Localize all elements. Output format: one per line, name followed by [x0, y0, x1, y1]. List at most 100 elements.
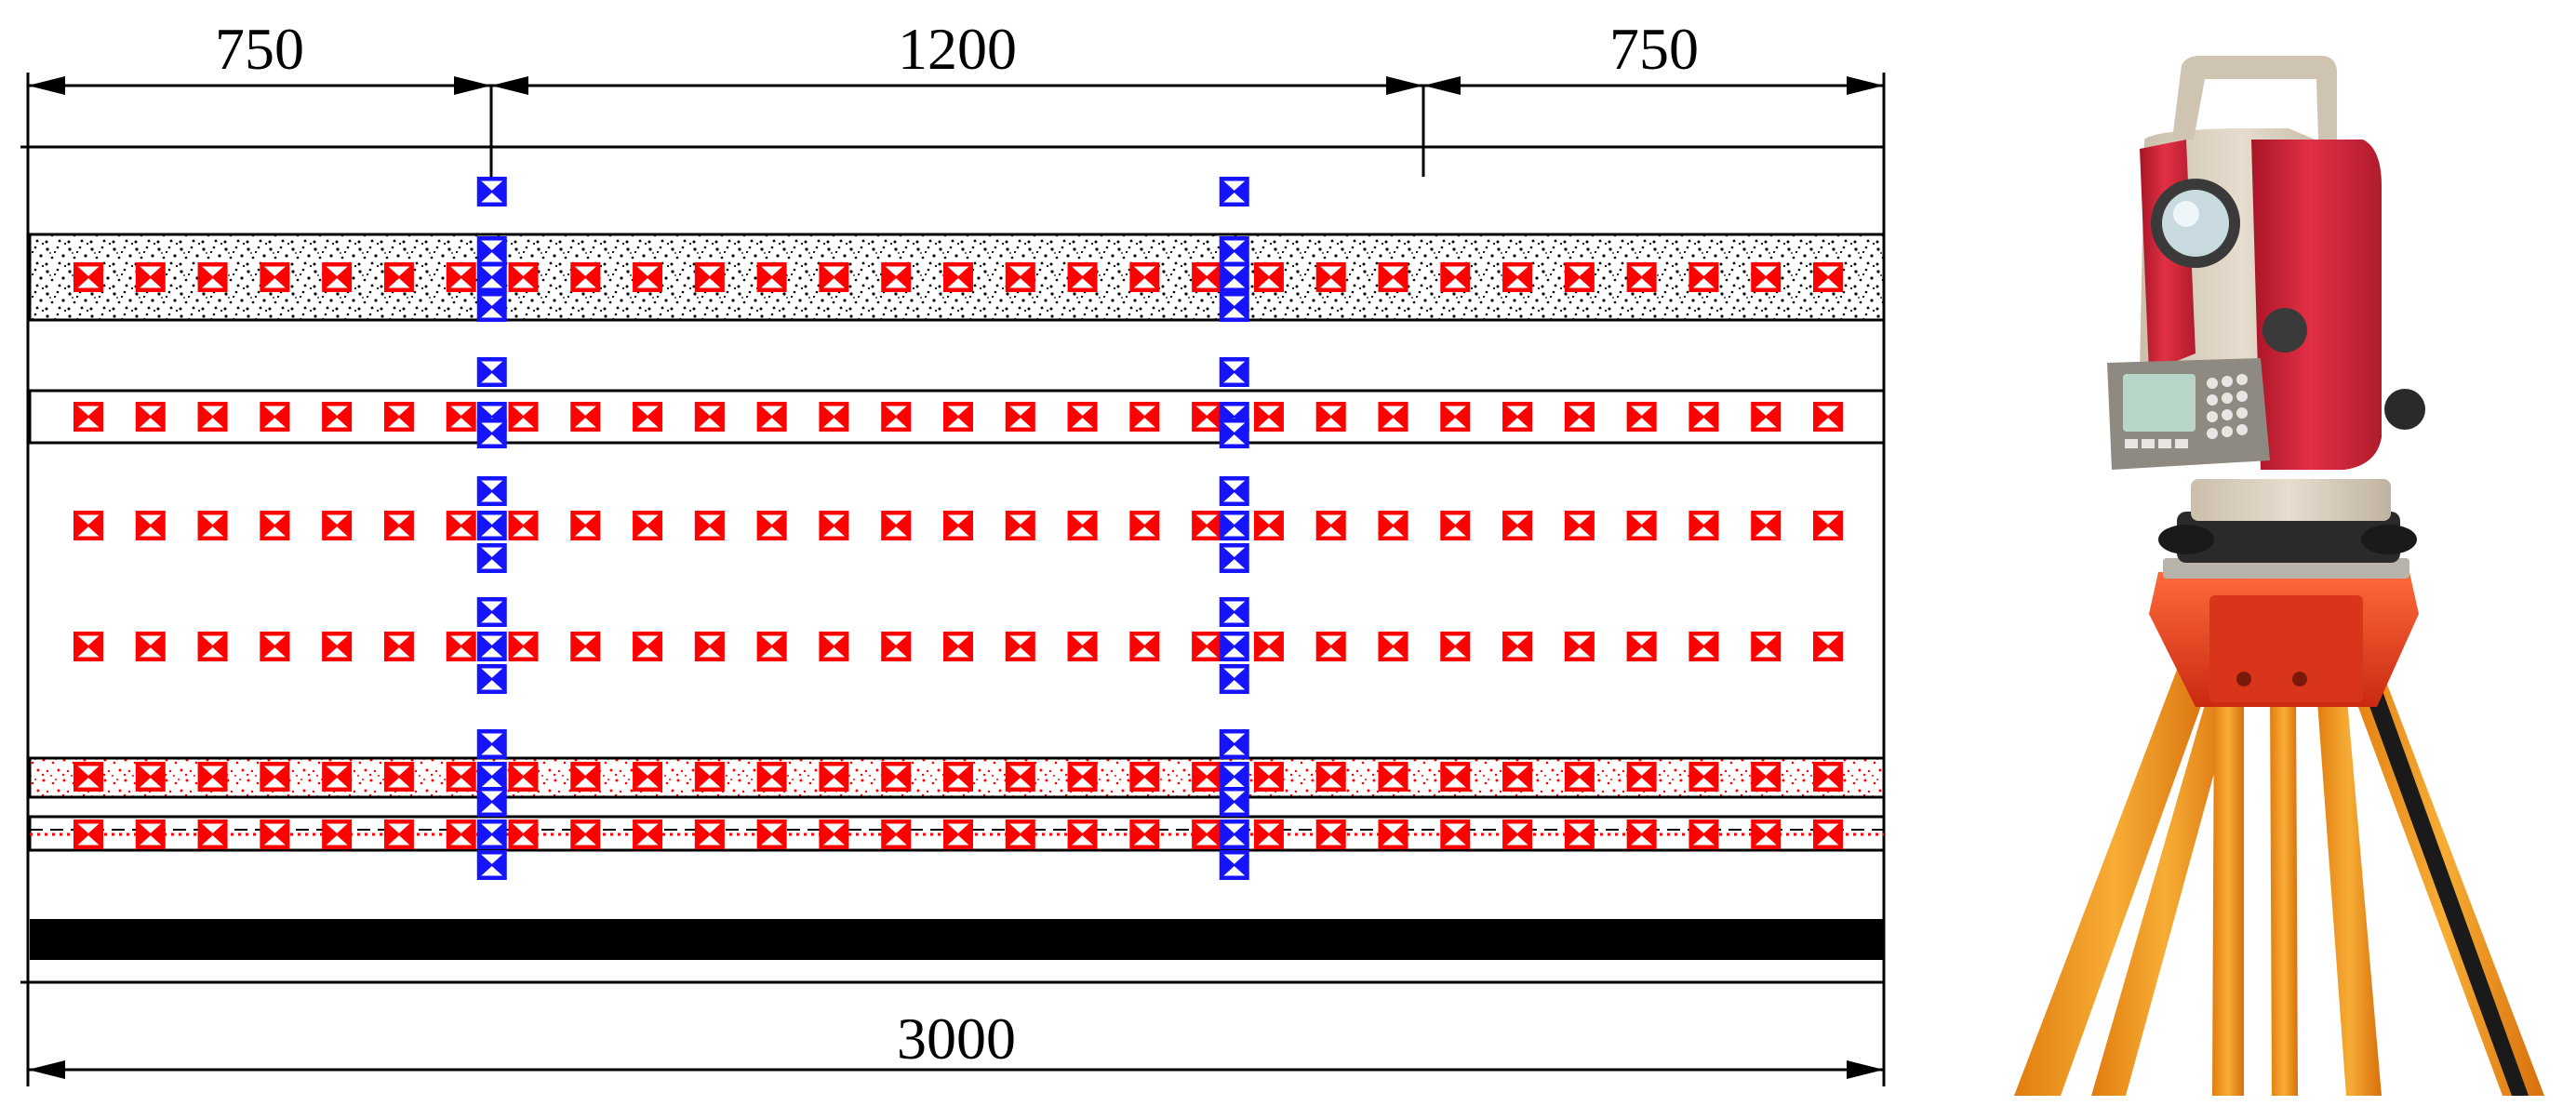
red-survey-marker — [1626, 511, 1657, 540]
red-survey-marker — [508, 632, 539, 661]
red-survey-marker — [135, 762, 166, 792]
red-survey-marker — [1192, 762, 1222, 792]
red-survey-marker — [756, 262, 787, 292]
red-survey-marker — [1688, 402, 1719, 432]
blue-survey-marker — [1219, 729, 1249, 759]
red-survey-marker — [1751, 262, 1782, 292]
red-survey-marker — [570, 262, 601, 292]
red-survey-marker — [383, 262, 414, 292]
red-survey-marker — [1688, 762, 1719, 792]
red-survey-marker — [1253, 511, 1284, 540]
red-survey-marker — [322, 511, 353, 540]
blue-survey-marker — [1219, 357, 1249, 387]
red-survey-marker — [943, 632, 973, 661]
leveling-screw-icon — [2158, 525, 2214, 554]
red-survey-marker — [73, 762, 103, 792]
red-survey-marker — [73, 402, 103, 432]
red-survey-marker — [1005, 632, 1035, 661]
blue-survey-marker — [476, 762, 507, 792]
red-survey-marker — [1502, 402, 1533, 432]
red-survey-marker — [819, 819, 849, 849]
red-survey-marker — [1315, 262, 1346, 292]
blue-survey-marker — [476, 262, 507, 292]
red-survey-marker — [1129, 632, 1160, 661]
red-survey-marker — [943, 819, 973, 849]
blue-survey-marker — [476, 292, 507, 322]
focus-knob-icon — [2262, 308, 2307, 353]
red-survey-marker — [570, 402, 601, 432]
blue-survey-marker — [1219, 543, 1249, 573]
red-survey-marker — [73, 819, 103, 849]
red-survey-marker — [943, 762, 973, 792]
red-survey-marker — [1192, 511, 1222, 540]
red-survey-marker — [1192, 819, 1222, 849]
blue-survey-marker — [476, 357, 507, 387]
red-survey-marker — [322, 632, 353, 661]
red-survey-marker — [633, 632, 663, 661]
blue-survey-marker — [1219, 236, 1249, 266]
dimension-label-top-left: 750 — [215, 16, 304, 82]
red-survey-marker — [197, 262, 228, 292]
red-survey-marker — [1502, 511, 1533, 540]
red-survey-marker — [1564, 762, 1595, 792]
red-survey-marker — [694, 262, 725, 292]
red-survey-marker — [1378, 819, 1408, 849]
red-survey-marker — [1315, 819, 1346, 849]
red-survey-marker — [943, 511, 973, 540]
red-survey-marker — [508, 762, 539, 792]
red-survey-marker — [694, 819, 725, 849]
red-survey-marker — [260, 819, 290, 849]
red-survey-marker — [383, 511, 414, 540]
red-survey-marker — [1253, 402, 1284, 432]
red-survey-marker — [1005, 402, 1035, 432]
red-survey-marker — [1378, 262, 1408, 292]
red-survey-marker — [1564, 819, 1595, 849]
red-survey-marker — [383, 402, 414, 432]
red-survey-marker — [1129, 262, 1160, 292]
red-survey-marker — [1751, 819, 1782, 849]
red-survey-marker — [1440, 819, 1471, 849]
red-survey-marker — [322, 819, 353, 849]
red-survey-marker — [1688, 819, 1719, 849]
red-survey-marker — [322, 262, 353, 292]
red-survey-marker — [1253, 262, 1284, 292]
red-survey-marker — [1688, 632, 1719, 661]
blue-survey-marker — [476, 419, 507, 448]
red-survey-marker — [1626, 402, 1657, 432]
tripod-bolt-icon — [2292, 672, 2307, 686]
red-survey-marker — [1564, 262, 1595, 292]
red-survey-marker — [633, 511, 663, 540]
blue-survey-marker — [476, 729, 507, 759]
red-survey-marker — [135, 511, 166, 540]
instrument-base — [2191, 479, 2391, 521]
red-survey-marker — [1067, 632, 1098, 661]
red-survey-marker — [819, 762, 849, 792]
blue-survey-marker — [476, 664, 507, 694]
red-survey-marker — [508, 819, 539, 849]
blue-survey-marker — [476, 543, 507, 573]
red-survey-marker — [756, 511, 787, 540]
red-survey-marker — [1192, 262, 1222, 292]
red-survey-marker — [694, 762, 725, 792]
red-survey-marker — [260, 262, 290, 292]
red-survey-marker — [943, 402, 973, 432]
red-survey-marker — [819, 402, 849, 432]
red-survey-marker — [1192, 402, 1222, 432]
blue-survey-marker — [476, 850, 507, 880]
red-survey-marker — [570, 762, 601, 792]
red-survey-marker — [446, 262, 476, 292]
red-survey-marker — [1564, 511, 1595, 540]
dimension-label-top-right: 750 — [1609, 16, 1699, 82]
red-survey-marker — [1378, 762, 1408, 792]
red-survey-marker — [1626, 762, 1657, 792]
blue-survey-marker — [476, 177, 507, 206]
red-survey-marker — [1129, 511, 1160, 540]
red-survey-marker — [756, 819, 787, 849]
carrying-handle — [2172, 56, 2337, 140]
red-marker-grid — [73, 262, 1843, 849]
red-survey-marker — [1378, 511, 1408, 540]
red-survey-marker — [1502, 762, 1533, 792]
red-survey-marker — [1005, 762, 1035, 792]
blue-survey-marker — [476, 597, 507, 627]
